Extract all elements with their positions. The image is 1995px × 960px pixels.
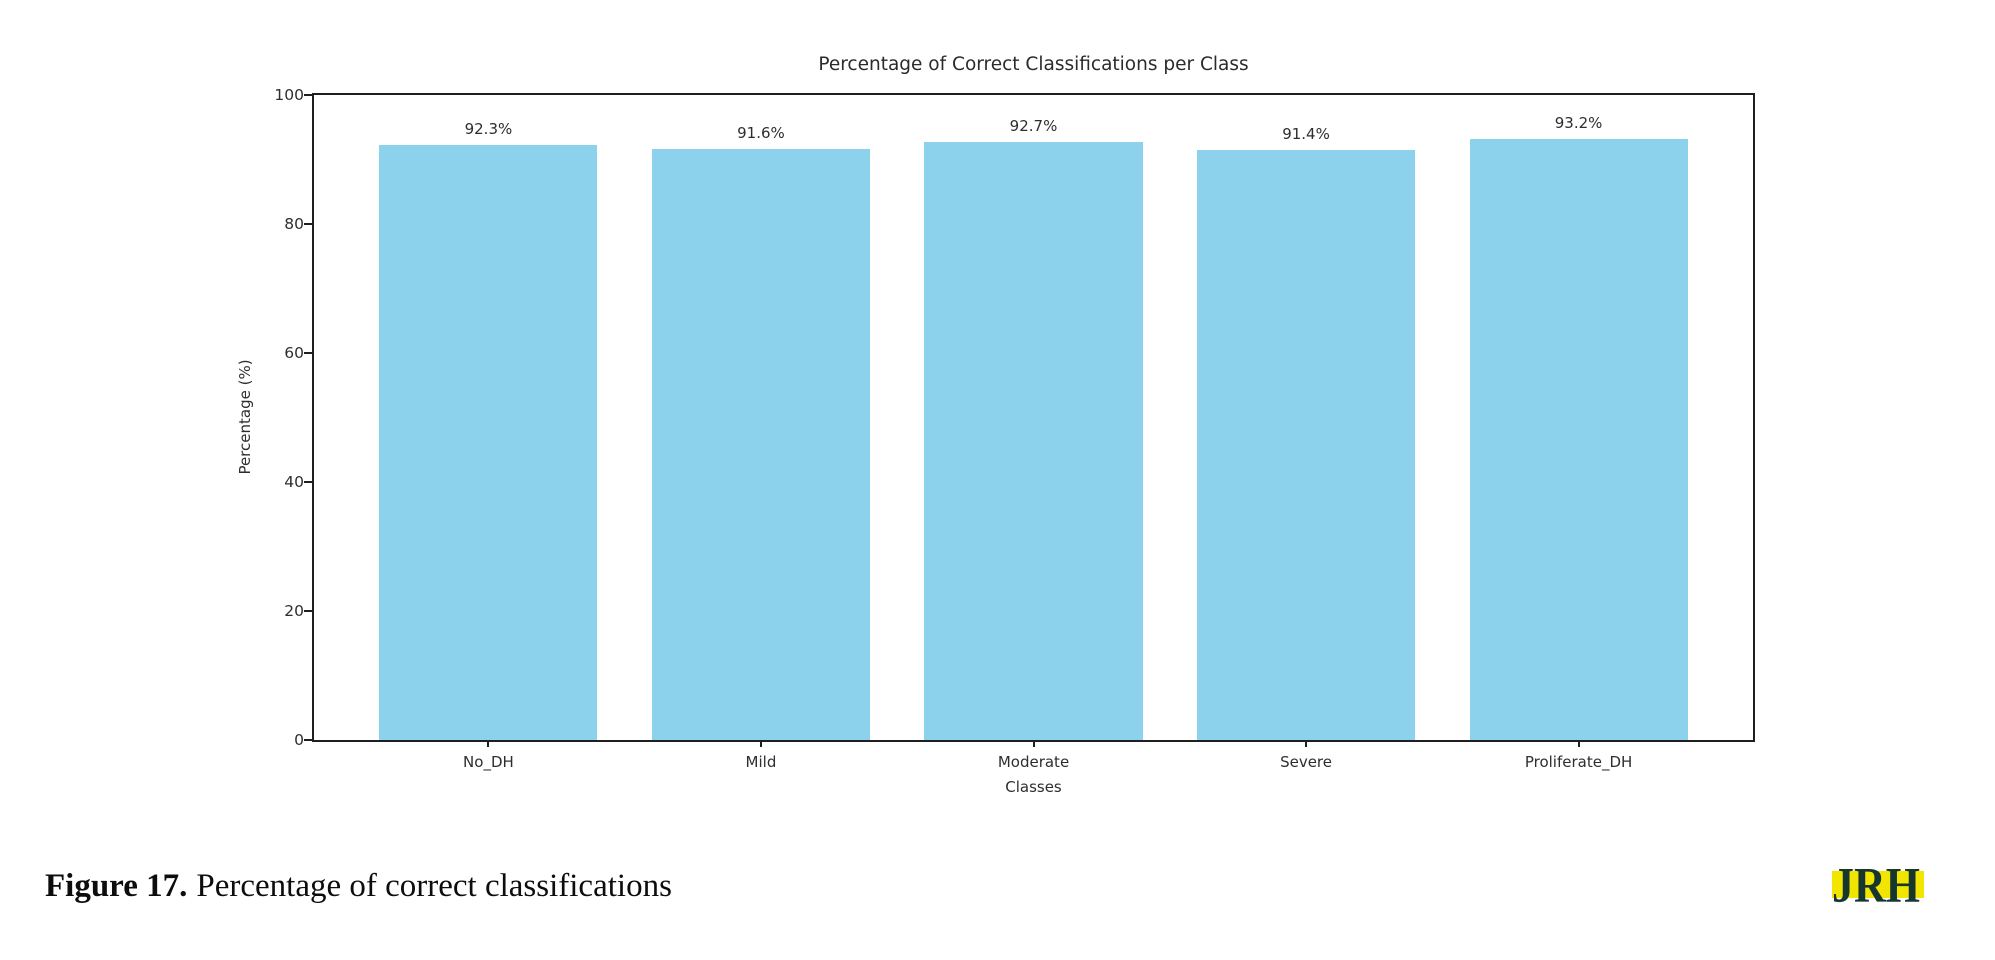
bar-value-label: 92.3% xyxy=(464,119,513,138)
x-tick-mark xyxy=(1577,740,1580,747)
y-tick-label: 40 xyxy=(284,472,304,491)
bar-Moderate xyxy=(924,142,1143,740)
plot-area: 92.3% No_DH 91.6% Mild 92.7% Moderate 91.4% Sev… xyxy=(274,87,1755,771)
y-tick-mark xyxy=(304,352,312,354)
x-axis-label: Classes xyxy=(1005,778,1062,796)
bar-value-label: 91.6% xyxy=(737,124,785,143)
bar-No_DH xyxy=(379,144,598,740)
bar-Mild xyxy=(651,149,870,740)
bar-value-label: 92.7% xyxy=(1009,117,1058,136)
x-tick-mark xyxy=(1032,740,1035,747)
y-tick-mark xyxy=(304,481,312,483)
y-tick-mark xyxy=(304,94,312,96)
bar-Severe xyxy=(1197,150,1416,740)
bar-value-label: 91.4% xyxy=(1282,125,1330,144)
y-tick-mark xyxy=(304,223,312,225)
x-tick-label: Proliferate_DH xyxy=(1524,753,1633,771)
x-tick-mark xyxy=(759,740,762,747)
logo-text: JRH xyxy=(1832,857,1920,913)
figure-caption-text: Percentage of correct classifications xyxy=(196,868,672,904)
y-tick-label: 100 xyxy=(274,85,304,104)
figure-caption: Figure 17. Percentage of correct classifi… xyxy=(45,868,672,905)
y-tick-mark xyxy=(304,610,312,612)
y-axis-label: Percentage (%) xyxy=(236,359,254,475)
y-tick-label: 20 xyxy=(284,601,304,620)
y-tick-label: 80 xyxy=(284,214,304,233)
logo-yellow-band xyxy=(1832,871,1924,898)
bar-Proliferate_DH xyxy=(1469,138,1688,740)
y-tick-mark xyxy=(304,739,312,741)
y-tick-label: 0 xyxy=(294,730,304,749)
x-tick-label: No_DH xyxy=(463,753,514,771)
x-tick-mark xyxy=(1305,740,1308,747)
bar-value-label: 93.2% xyxy=(1554,113,1603,132)
plot-inner: 92.3% No_DH 91.6% Mild 92.7% Moderate 91.4% Sev… xyxy=(274,87,1753,771)
x-tick-label: Mild xyxy=(745,753,777,771)
x-tick-label: Moderate xyxy=(997,753,1070,771)
x-tick-mark xyxy=(487,740,490,747)
figure-caption-number: Figure 17. xyxy=(45,868,188,904)
y-tick-label: 60 xyxy=(284,343,304,362)
x-tick-label: Severe xyxy=(1280,753,1332,771)
jrh-journal-logo: JRH xyxy=(1828,858,1938,920)
chart-title: Percentage of Correct Classifications pe… xyxy=(818,54,1249,75)
